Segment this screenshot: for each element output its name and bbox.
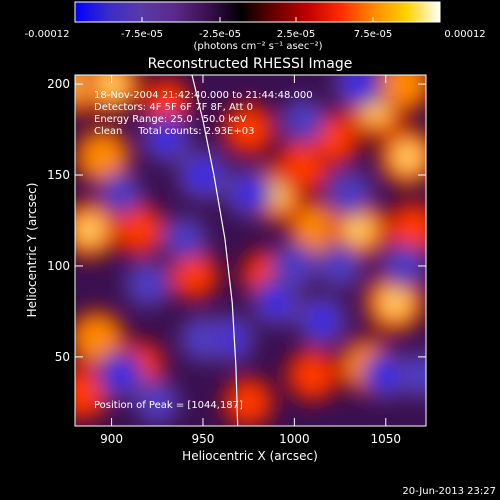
hot-blob: [392, 208, 426, 251]
hot-blob-core: [348, 219, 369, 240]
cold-blob: [338, 182, 360, 204]
cold-blob: [293, 110, 314, 131]
hot-blob: [174, 256, 213, 295]
colorbar: [74, 1, 441, 23]
y-tick-label: 50: [55, 350, 70, 364]
colorbar-tick-label: 0.00012: [444, 29, 485, 40]
hot-blob: [118, 209, 159, 250]
cold-blob: [147, 392, 168, 413]
x-tick-label: 1050: [371, 432, 402, 446]
plot-frame: [74, 74, 427, 427]
annotation-detectors: Detectors: 4F 5F 6F 7F 8F, Att 0: [94, 102, 253, 113]
cold-blob: [111, 183, 131, 203]
hot-blob-core: [397, 146, 419, 168]
hot-blob: [228, 109, 269, 150]
x-axis-tick-labels: 900 950 1000 1050: [100, 432, 401, 446]
hot-blob-core: [384, 291, 406, 314]
hot-blob-core: [79, 219, 100, 240]
annotation-energy-range: Energy Range: 25.0 - 50.0 keV: [94, 114, 247, 125]
y-axis-ticks: [75, 83, 426, 358]
colorbar-tick-label: 2.5e-05: [277, 29, 315, 40]
footer-timestamp: 20-Jun-2013 23:27: [402, 486, 496, 497]
cold-blob: [237, 182, 260, 205]
cold-blob: [310, 308, 334, 333]
cold-blob: [137, 273, 159, 295]
cold-blob: [265, 291, 288, 314]
cold-blob: [374, 364, 397, 387]
cold-blob: [155, 127, 178, 150]
hot-blob: [229, 383, 268, 422]
y-tick-label: 150: [47, 168, 70, 182]
colorbar-unit-label: (photons cm⁻² s⁻¹ asec⁻²): [193, 41, 322, 52]
peak-position-label: Position of Peak = [1044,187]: [94, 400, 243, 411]
hot-blob: [382, 75, 426, 107]
annotations: 18-Nov-2004 21:42:40.000 to 21:44:48.000…: [94, 90, 313, 137]
colorbar-tick-label: -0.00012: [25, 29, 70, 40]
x-tick-label: 1000: [279, 432, 310, 446]
hot-blob: [292, 355, 333, 396]
hot-blob: [75, 372, 104, 415]
hot-blob: [148, 84, 185, 121]
y-axis-tick-labels: 50 100 150 200: [47, 77, 70, 364]
annotation-time-range: 18-Nov-2004 21:42:40.000 to 21:44:48.000: [94, 90, 313, 101]
cold-blob: [347, 75, 370, 96]
chart-title: Reconstructed RHESSI Image: [148, 56, 353, 72]
cold-blob: [192, 328, 214, 350]
hot-blob: [294, 207, 339, 252]
cold-blob: [283, 255, 305, 277]
cold-blob: [393, 255, 415, 277]
solar-limb-line: [191, 75, 239, 426]
hot-blob: [75, 316, 119, 361]
cold-blob: [174, 228, 195, 249]
cold-blob: [411, 364, 426, 386]
x-tick-label: 900: [100, 432, 123, 446]
hot-blob: [80, 134, 125, 179]
x-tick-label: 950: [192, 432, 215, 446]
y-axis-label: Heliocentric Y (arcsec): [25, 183, 39, 318]
x-axis-ticks: [111, 75, 387, 426]
cold-blob: [190, 163, 215, 188]
colorbar-tick-label: 7.5e-05: [354, 29, 392, 40]
heatmap-blobs: [75, 75, 426, 426]
cold-blob: [109, 364, 132, 387]
colorbar-tick-label: -2.5e-05: [199, 29, 241, 40]
y-tick-label: 100: [47, 259, 70, 273]
hot-blob-core: [101, 75, 122, 95]
y-tick-label: 200: [47, 77, 70, 91]
colorbar-tick-labels: -0.00012 -7.5e-05 -2.5e-05 2.5e-05 7.5e-…: [25, 29, 486, 40]
colorbar-ticks: [74, 17, 441, 22]
heatmap-area: [75, 75, 426, 426]
annotation-clean-counts: Clean Total counts: 2.93E+03: [94, 126, 254, 137]
x-axis-label: Heliocentric X (arcsec): [182, 449, 318, 463]
cold-blob: [329, 255, 351, 277]
colorbar-tick-label: -7.5e-05: [121, 29, 163, 40]
